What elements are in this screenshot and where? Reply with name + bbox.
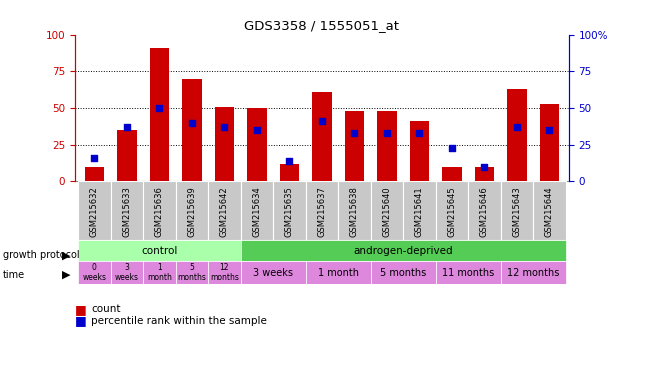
Bar [507,89,526,181]
Text: GSM215640: GSM215640 [382,186,391,237]
Bar [370,181,403,240]
Bar [240,261,306,284]
Bar [533,181,566,240]
Bar [410,121,429,181]
Text: GSM215639: GSM215639 [187,186,196,237]
Bar [306,181,338,240]
Text: androgen-deprived: androgen-deprived [353,246,453,256]
Bar [182,79,202,181]
Bar [78,261,111,284]
Point [349,130,359,136]
Bar [403,181,436,240]
Text: GSM215644: GSM215644 [545,186,554,237]
Point [219,124,229,130]
Text: GSM215636: GSM215636 [155,186,164,237]
Bar [500,181,533,240]
Text: GSM215638: GSM215638 [350,186,359,237]
Bar [273,181,306,240]
Bar [540,104,559,181]
Bar [240,240,566,261]
Bar [370,261,436,284]
Text: growth protocol: growth protocol [3,250,80,260]
Text: 0
weeks: 0 weeks [83,263,106,282]
Text: 1
month: 1 month [147,263,172,282]
Bar [468,181,500,240]
Bar [78,181,111,240]
Bar [117,130,136,181]
Text: percentile rank within the sample: percentile rank within the sample [91,316,267,326]
Text: GSM215637: GSM215637 [317,186,326,237]
Bar [436,261,500,284]
Text: 12
months: 12 months [210,263,239,282]
Bar [474,167,494,181]
Point [414,130,424,136]
Bar [208,261,240,284]
Text: GSM215643: GSM215643 [512,186,521,237]
Point [544,127,554,133]
Point [252,127,262,133]
Bar [150,48,169,181]
Bar [111,181,143,240]
Bar [214,106,234,181]
Point [187,119,197,126]
Bar [436,181,468,240]
Point [447,144,457,151]
Bar [143,181,176,240]
Text: GSM215634: GSM215634 [252,186,261,237]
Bar [500,261,566,284]
Bar [442,167,462,181]
Bar [176,181,208,240]
Point [154,105,164,111]
Text: 12 months: 12 months [507,268,559,278]
Text: ▶: ▶ [62,270,70,280]
Text: GSM215645: GSM215645 [447,186,456,237]
Bar [280,164,299,181]
Text: ■: ■ [75,314,86,327]
Text: ■: ■ [75,303,86,316]
Text: 11 months: 11 months [442,268,494,278]
Bar [344,111,364,181]
Point [284,158,294,164]
Bar [306,261,370,284]
Text: ▶: ▶ [62,250,70,260]
Bar [240,181,273,240]
Point [89,155,99,161]
Bar [143,261,176,284]
Text: 1 month: 1 month [317,268,359,278]
Text: time: time [3,270,25,280]
Bar [377,111,396,181]
Point [122,124,132,130]
Bar [84,167,104,181]
Bar [338,181,370,240]
Text: GSM215642: GSM215642 [220,186,229,237]
Text: GSM215641: GSM215641 [415,186,424,237]
Bar [208,181,240,240]
Point [317,118,327,124]
Bar [111,261,143,284]
Text: 3
weeks: 3 weeks [115,263,138,282]
Text: 3 weeks: 3 weeks [253,268,293,278]
Text: GSM215635: GSM215635 [285,186,294,237]
Bar [247,108,266,181]
Text: GSM215633: GSM215633 [122,186,131,237]
Point [382,130,392,136]
Bar [312,92,332,181]
Point [479,164,489,170]
Point [512,124,522,130]
Text: GSM215646: GSM215646 [480,186,489,237]
Text: count: count [91,304,120,314]
Text: GSM215632: GSM215632 [90,186,99,237]
Bar [176,261,208,284]
Text: control: control [141,246,177,256]
Text: 5
months: 5 months [177,263,206,282]
Title: GDS3358 / 1555051_at: GDS3358 / 1555051_at [244,19,399,32]
Bar [78,240,240,261]
Text: 5 months: 5 months [380,268,426,278]
